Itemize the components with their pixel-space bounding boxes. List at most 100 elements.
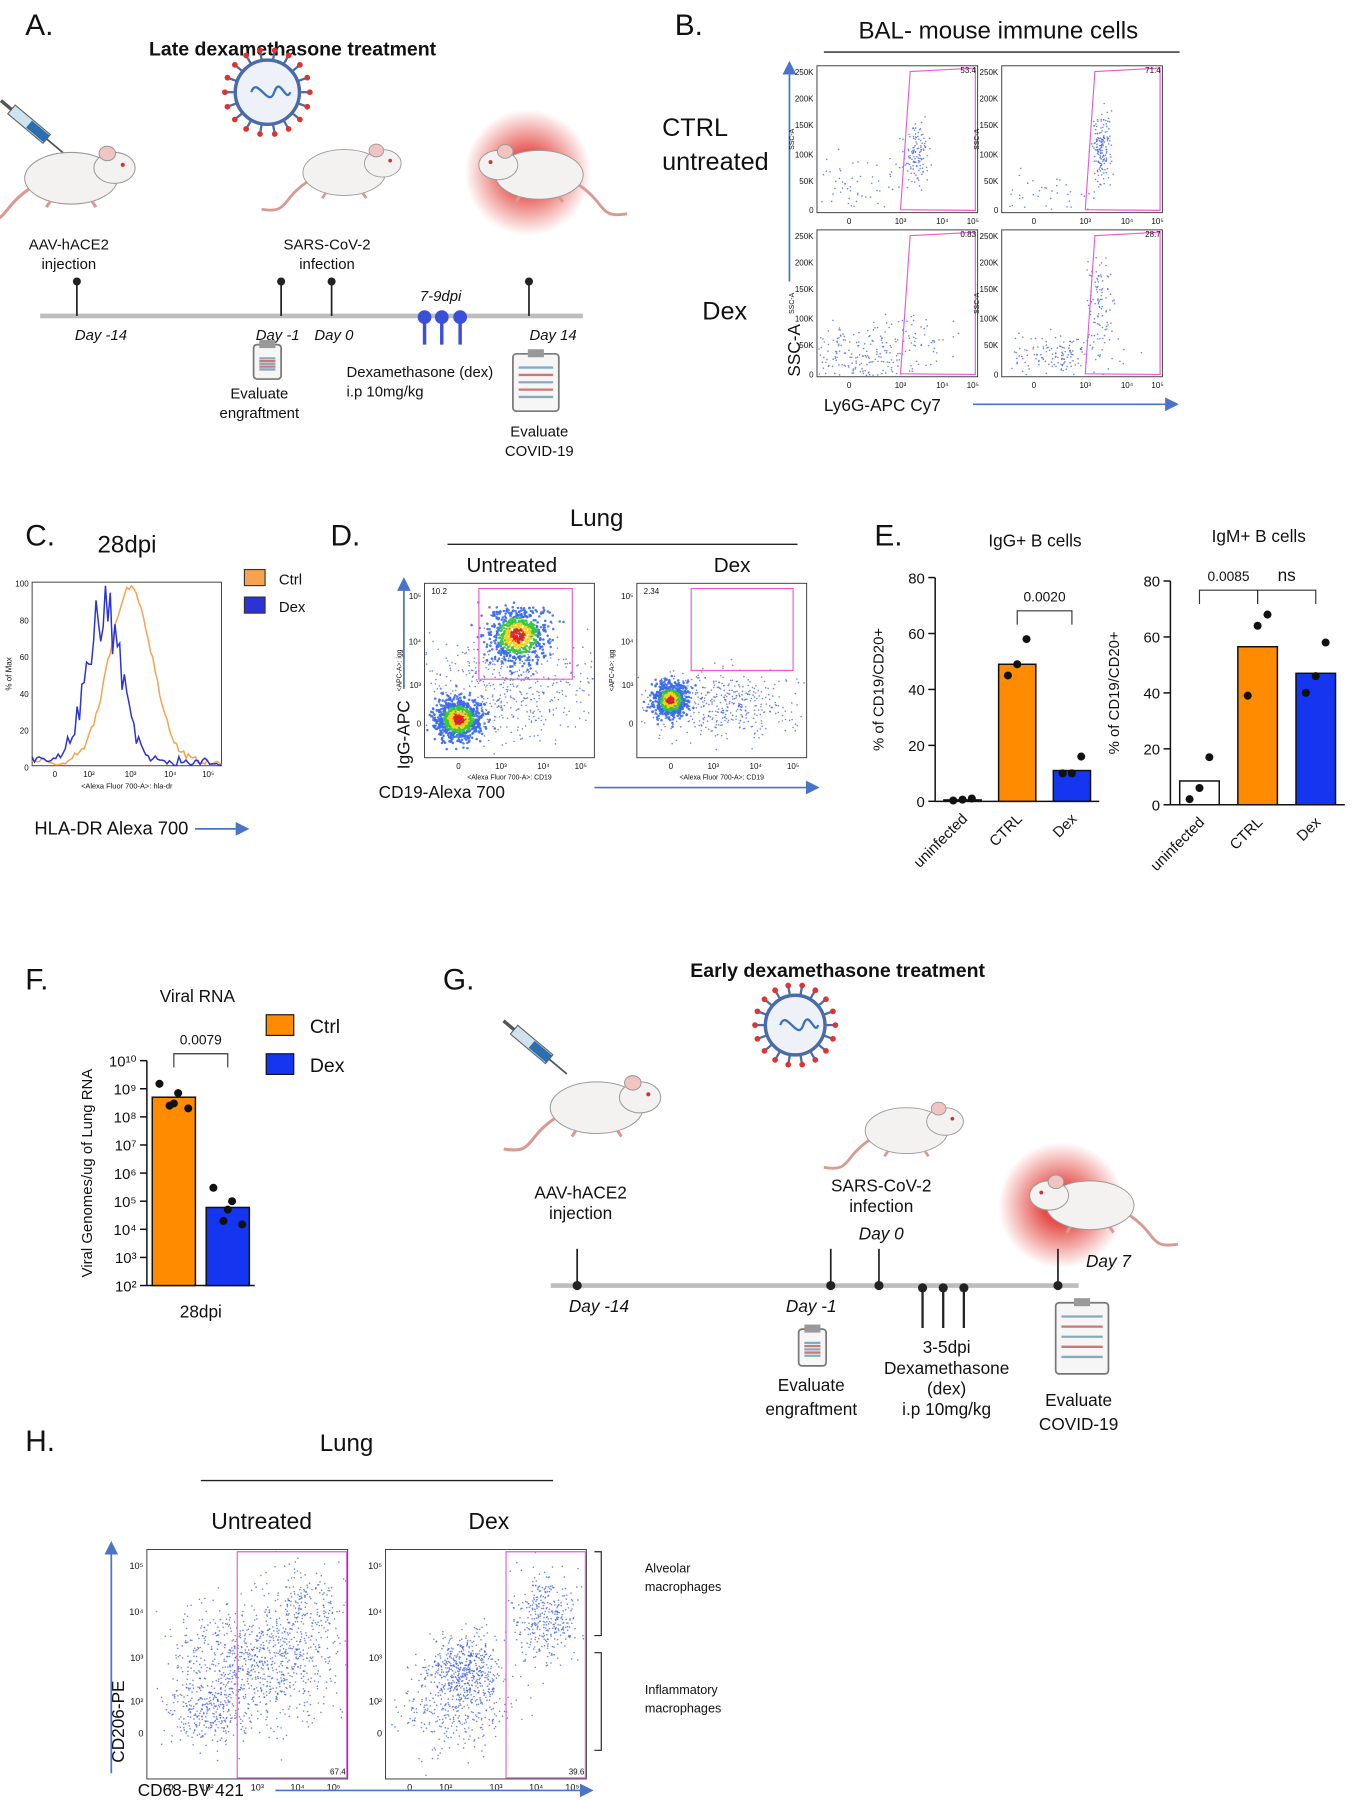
panel-label: B. <box>675 9 703 42</box>
event-dot <box>586 677 589 680</box>
event-dot <box>1065 368 1068 370</box>
event-dot <box>897 353 899 355</box>
event-dot <box>506 666 509 668</box>
event-dot <box>1101 287 1104 290</box>
y-tick-label: 10⁸ <box>114 1111 137 1127</box>
event-dot <box>1096 118 1099 121</box>
panel-title: 28dpi <box>98 531 157 558</box>
event-dot <box>520 638 523 642</box>
event-dot <box>754 699 756 702</box>
event-dot <box>282 1737 284 1740</box>
panel-label: E. <box>874 519 902 552</box>
event-dot <box>549 652 551 654</box>
event-dot <box>920 148 922 151</box>
event-dot <box>467 660 469 663</box>
event-dot <box>549 657 552 659</box>
event-dot <box>530 674 532 677</box>
event-dot <box>492 663 494 666</box>
event-dot <box>509 618 513 621</box>
event-dot <box>282 1640 285 1643</box>
event-dot <box>442 722 445 726</box>
event-dot <box>340 1716 343 1719</box>
event-dot <box>542 691 545 694</box>
event-dot <box>1103 334 1106 337</box>
event-dot <box>1123 348 1125 351</box>
event-dot <box>825 361 827 364</box>
event-dot <box>461 717 464 720</box>
event-dot <box>1026 182 1029 184</box>
timeline-dot <box>1053 1280 1063 1291</box>
event-dot <box>524 630 528 634</box>
virus-spike-tip <box>271 47 278 54</box>
event-dot <box>855 360 857 362</box>
event-dot <box>862 370 864 372</box>
event-dot <box>1110 322 1112 324</box>
event-dot <box>680 702 683 704</box>
event-dot <box>683 695 686 697</box>
plot-y-label: SSC-A <box>974 292 981 313</box>
event-dot <box>477 682 480 685</box>
event-dot <box>493 715 496 718</box>
event-dot <box>772 695 774 697</box>
event-dot <box>520 691 522 694</box>
event-dot <box>481 716 483 719</box>
event-dot <box>718 681 720 684</box>
group-label: Untreated <box>466 554 557 577</box>
mouse-icon <box>478 144 628 217</box>
event-dot <box>266 1716 268 1718</box>
event-dot <box>448 714 452 717</box>
event-dot <box>1028 368 1030 370</box>
event-dot <box>1101 305 1104 308</box>
event-dot <box>309 1694 311 1697</box>
histogram-ctrl <box>32 584 222 766</box>
event-dot <box>533 697 536 700</box>
event-dot <box>689 699 691 702</box>
event-dot <box>1097 312 1100 315</box>
event-dot <box>1097 301 1100 303</box>
event-dot <box>727 706 729 709</box>
event-dot <box>1084 353 1086 356</box>
y-tick-label: 60 <box>20 653 29 662</box>
event-dot <box>482 711 484 713</box>
event-dot <box>514 664 516 666</box>
event-dot <box>678 699 682 703</box>
event-dot <box>483 684 486 686</box>
mouse-eye <box>388 158 392 163</box>
event-dot <box>1095 148 1098 151</box>
event-dot <box>680 697 684 700</box>
event-dot <box>482 640 486 644</box>
event-dot <box>511 606 514 609</box>
event-dot <box>700 671 703 673</box>
event-dot <box>447 706 450 710</box>
event-dot <box>317 1681 320 1683</box>
event-dot <box>291 1675 293 1678</box>
event-dot <box>479 729 483 733</box>
event-dot <box>1021 196 1024 199</box>
event-dot <box>280 1681 283 1683</box>
virus-spike-tip <box>772 987 778 994</box>
event-dot <box>472 722 476 725</box>
event-dot <box>1082 341 1085 344</box>
data-point <box>1301 688 1310 697</box>
event-dot <box>729 712 732 714</box>
event-dot <box>234 1656 237 1659</box>
event-dot <box>1048 349 1051 352</box>
event-dot <box>700 692 703 695</box>
event-dot <box>1022 336 1024 338</box>
event-dot <box>741 694 743 696</box>
event-dot <box>1072 373 1075 376</box>
event-dot <box>531 658 534 662</box>
event-dot <box>1106 288 1109 290</box>
event-dot <box>521 660 524 663</box>
event-dot <box>754 732 756 734</box>
mouse-tail <box>823 1138 871 1170</box>
event-dot <box>252 1668 255 1670</box>
event-dot <box>523 646 527 649</box>
event-dot <box>275 1652 277 1654</box>
event-dot <box>516 616 519 620</box>
event-dot <box>678 717 682 720</box>
mouse-tail <box>577 183 628 217</box>
event-dot <box>898 186 900 188</box>
event-dot <box>676 699 679 701</box>
event-dot <box>1099 324 1101 327</box>
